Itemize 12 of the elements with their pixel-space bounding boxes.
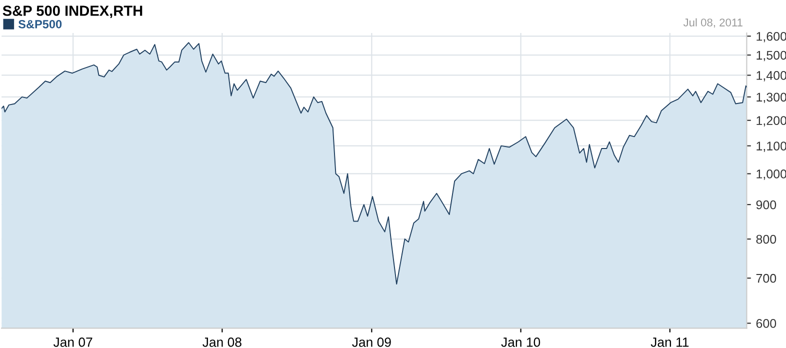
legend-label: S&P500	[18, 20, 62, 28]
y-tick-label: 600	[756, 319, 776, 328]
y-tick-label: 800	[756, 234, 776, 244]
text: Jul 08, 2011	[683, 18, 742, 28]
x-tick-label: Jan 10	[501, 338, 540, 347]
y-tick-label: 700	[756, 274, 776, 283]
x-tick-label: Jan 08	[202, 338, 242, 347]
y-tick-label: 900	[756, 200, 776, 210]
chart-title: S&P 500 INDEX,RTH	[2, 6, 142, 18]
x-tick-label: Jan 11	[650, 338, 689, 347]
x-tick-label: Jan 09	[352, 338, 391, 347]
x-tick-label: Jan 07	[53, 338, 92, 347]
